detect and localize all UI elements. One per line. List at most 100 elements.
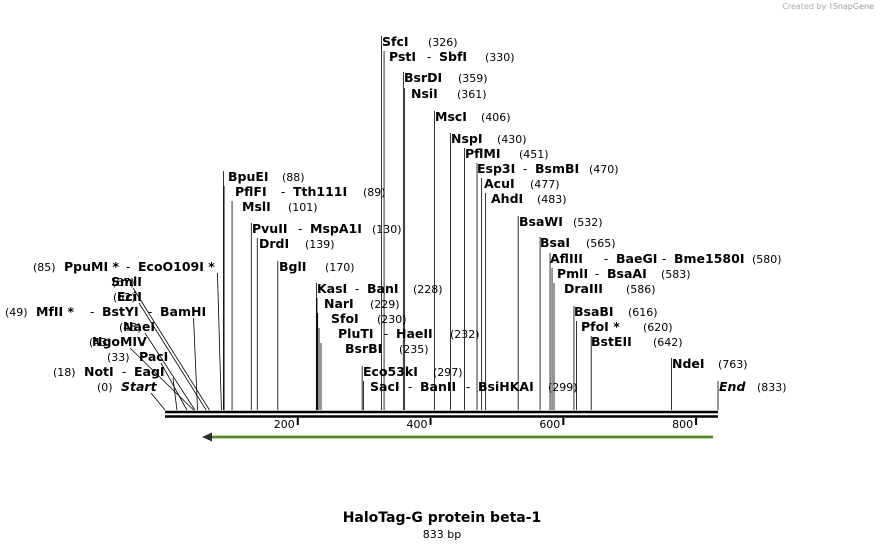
enzyme-name: BstYI (102, 304, 139, 319)
credit-brand: SnapGene (832, 2, 874, 11)
site-position: (297) (433, 366, 463, 379)
tick-label: 800 (672, 418, 693, 431)
site-label: (67)SmlI (111, 274, 142, 289)
enzyme-name: SacI (370, 379, 400, 394)
site-position: (359) (458, 72, 488, 85)
site-label: NdeI (763) (672, 356, 748, 371)
site-position: (235) (399, 343, 429, 356)
site-label: End (833) (719, 379, 787, 394)
site-position: (299) (548, 381, 578, 394)
site-position: (230) (377, 313, 407, 326)
enzyme-name: MscI (435, 109, 467, 124)
enzyme-name: BglI (279, 259, 306, 274)
site-label: BpuEI (88) (228, 169, 305, 184)
site-label: (85) PpuMI * - EcoO109I * (33, 259, 215, 274)
name-separator: - (466, 380, 470, 394)
enzyme-name: DraIII (564, 281, 603, 296)
site-label: SfoI (230) (331, 311, 407, 326)
name-separator: - (90, 305, 94, 319)
site-label: SacI - BanII - BsiHKAI (299) (370, 379, 578, 394)
site-label: Eco53kI (297) (363, 364, 463, 379)
enzyme-name: MspA1I (310, 221, 362, 236)
enzyme-name: BsaI (540, 235, 570, 250)
site-line (150, 392, 166, 411)
site-position: (89) (363, 186, 386, 199)
name-separator: - (408, 380, 412, 394)
site-line (172, 377, 178, 411)
site-position: (67) (112, 276, 135, 289)
site-position: (85) (33, 261, 56, 274)
name-separator: - (662, 252, 666, 266)
enzyme-name: PfoI * (581, 319, 620, 334)
site-label: BglI (170) (279, 259, 355, 274)
site-label: (18) NotI - EagI (53, 364, 165, 379)
feature-arrow (202, 432, 713, 442)
map-title: HaloTag-G protein beta-1 (342, 510, 542, 526)
enzyme-name: SmlI (111, 274, 142, 289)
enzyme-name: AhdI (491, 191, 523, 206)
name-separator: - (595, 267, 599, 281)
tick-label: 400 (407, 418, 428, 431)
site-label: AcuI (477) (484, 176, 560, 191)
site-position: (586) (626, 283, 656, 296)
site-position: (451) (519, 148, 549, 161)
site-position: (477) (530, 178, 560, 191)
enzyme-name: Bme1580I (674, 251, 744, 266)
site-label: PluTI - HaeII (232) (338, 326, 480, 341)
site-position: (88) (282, 171, 305, 184)
enzyme-name: PflFI (235, 184, 267, 199)
name-separator: - (355, 282, 359, 296)
snapgene-credit: Created by ⌇SnapGene (782, 2, 874, 11)
site-label: MslI (101) (242, 199, 318, 214)
name-separator: - (148, 305, 152, 319)
enzyme-name: Eco53kI (363, 364, 418, 379)
site-label: AflIII - BaeGI - Bme1580I (580) (550, 251, 782, 266)
name-separator: - (523, 162, 527, 176)
site-label: NspI (430) (451, 131, 527, 146)
site-label: PfoI * (620) (581, 319, 673, 334)
site-position: (565) (586, 237, 616, 250)
enzyme-name: NdeI (672, 356, 705, 371)
site-position: (49) (5, 306, 28, 319)
enzyme-name: EagI (134, 364, 165, 379)
enzyme-name: PflMI (465, 146, 501, 161)
enzyme-name: BamHI (160, 304, 206, 319)
enzyme-name: EcoO109I * (138, 259, 215, 274)
dna-backbone (165, 410, 718, 418)
enzyme-name: BsaAI (607, 266, 647, 281)
enzyme-name: BstEII (591, 334, 632, 349)
site-position: (642) (653, 336, 683, 349)
site-position: (18) (53, 366, 76, 379)
enzyme-name: BaeGI (616, 251, 657, 266)
enzyme-name: BsiHKAI (478, 379, 534, 394)
site-position: (406) (481, 111, 511, 124)
feature-arrowhead (202, 432, 212, 442)
enzyme-name: NspI (451, 131, 483, 146)
enzyme-name: PacI (139, 349, 168, 364)
enzyme-name: BanII (420, 379, 456, 394)
enzyme-name: BsrBI (345, 341, 382, 356)
site-label: Esp3I - BsmBI (470) (477, 161, 619, 176)
sequence-length: 833 bp (422, 528, 462, 541)
site-position: (833) (757, 381, 787, 394)
site-label: NsiI (361) (411, 86, 487, 101)
enzyme-name: NsiI (411, 86, 438, 101)
site-position: (62) (113, 291, 136, 304)
site-position: (532) (573, 216, 603, 229)
enzyme-name: AflIII (550, 251, 583, 266)
enzyme-name: EciI (117, 289, 142, 304)
enzyme-name: MfII * (36, 304, 75, 319)
enzyme-name: SfcI (382, 34, 409, 49)
site-label: (33) PacI (107, 349, 168, 364)
site-position: (580) (752, 253, 782, 266)
site-label: (0) Start (97, 379, 158, 394)
enzyme-name: PmlI (557, 266, 588, 281)
enzyme-name: Tth111I (293, 184, 347, 199)
site-label: (43)NgoMIV (89, 334, 147, 349)
site-label: (45)NaeI (119, 319, 155, 334)
site-label: PstI - SbfI (330) (389, 49, 515, 64)
site-label: BstEII (642) (591, 334, 683, 349)
site-label: BsrBI (235) (345, 341, 429, 356)
enzyme-name: KasI (317, 281, 347, 296)
name-separator: - (122, 365, 126, 379)
